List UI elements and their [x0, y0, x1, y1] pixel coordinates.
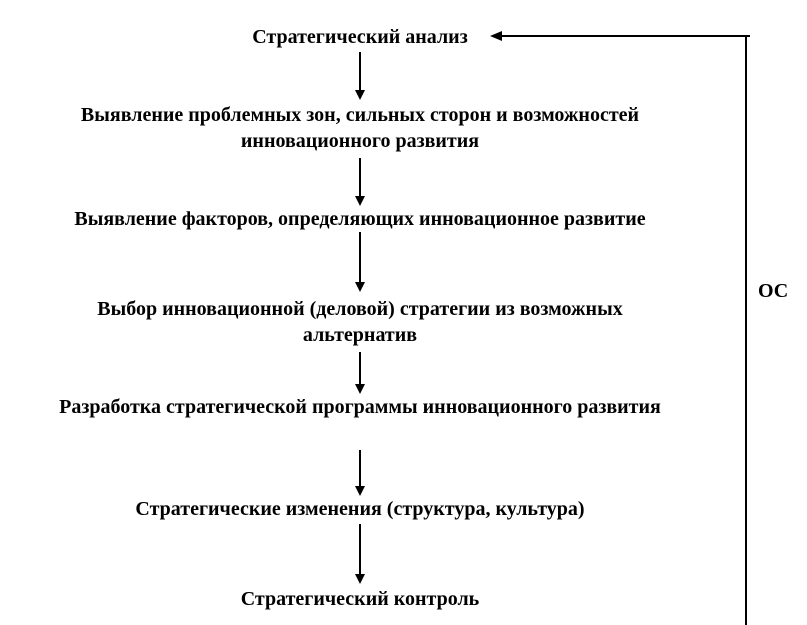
node-factors: Выявление факторов, определяющих инновац… [20, 206, 700, 232]
node-strategic-control: Стратегический контроль [160, 586, 560, 612]
flowchart-container: Стратегический анализ Выявление проблемн… [0, 0, 807, 625]
arrow-down-icon [352, 450, 368, 496]
arrow-down-icon [352, 524, 368, 584]
arrow-down-icon [352, 52, 368, 100]
node-label: Выбор инновационной (деловой) стратегии … [97, 298, 622, 346]
node-strategic-changes: Стратегические изменения (структура, кул… [60, 496, 660, 522]
node-label: Разработка стратегической программы инно… [59, 396, 661, 418]
arrow-down-icon [352, 352, 368, 394]
arrow-down-icon [352, 158, 368, 206]
node-strategy-choice: Выбор инновационной (деловой) стратегии … [40, 296, 680, 348]
arrow-down-icon [352, 232, 368, 292]
feedback-label: ОС [758, 280, 788, 303]
node-label: Стратегические изменения (структура, кул… [135, 498, 584, 520]
node-label: Выявление проблемных зон, сильных сторон… [81, 104, 639, 152]
feedback-vertical-line [745, 36, 747, 625]
node-program-development: Разработка стратегической программы инно… [35, 394, 685, 420]
node-label: Выявление факторов, определяющих инновац… [74, 208, 645, 230]
node-label: Стратегический анализ [252, 26, 468, 48]
feedback-top-arrow [490, 28, 750, 49]
feedback-label-text: ОС [758, 280, 788, 302]
node-problem-zones: Выявление проблемных зон, сильных сторон… [20, 102, 700, 154]
node-label: Стратегический контроль [241, 588, 480, 610]
